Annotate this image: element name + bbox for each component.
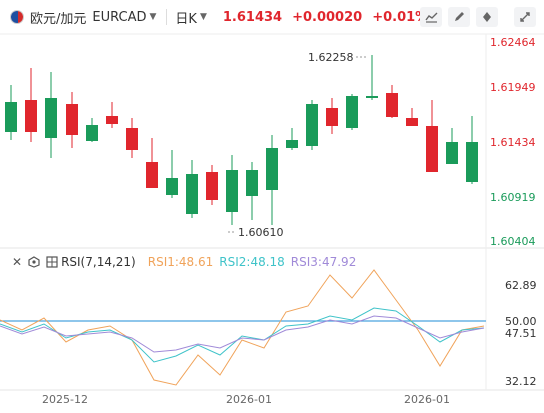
symbol-dropdown-icon[interactable]: ▼ bbox=[149, 12, 157, 22]
rsi-axis-label: 47.51 bbox=[505, 327, 537, 340]
price-label: 1.60404 bbox=[490, 235, 536, 248]
chart-type-icon bbox=[424, 12, 437, 23]
candle-body bbox=[5, 102, 17, 132]
rsi2-line bbox=[0, 307, 485, 363]
low-annotation: 1.60610 bbox=[228, 226, 284, 239]
visibility-icon[interactable] bbox=[28, 256, 40, 268]
rsi-axis-label: 62.89 bbox=[505, 279, 537, 292]
candle-body bbox=[226, 170, 238, 212]
low-price-label: 1.60610 bbox=[238, 226, 284, 239]
fill-icon bbox=[483, 12, 491, 22]
rsi-legend: ✕ RSI(7,14,21) RSI1:48.61 RSI2:48.18 RSI… bbox=[12, 255, 356, 269]
rsi3-value: RSI3:47.92 bbox=[290, 255, 357, 269]
draw-button[interactable] bbox=[448, 7, 470, 27]
last-price: 1.61434 bbox=[222, 9, 283, 25]
candle-body bbox=[306, 104, 318, 146]
candle-body bbox=[466, 142, 478, 182]
price-change-percent: +0.01% bbox=[372, 9, 429, 25]
price-label: 1.60919 bbox=[490, 191, 536, 204]
rsi-axis-label: 50.00 bbox=[505, 315, 537, 328]
rsi1-line bbox=[0, 269, 485, 386]
candle-body bbox=[406, 118, 418, 126]
timeframe-dropdown-icon[interactable]: ▼ bbox=[199, 12, 207, 22]
price-label: 1.62464 bbox=[490, 36, 536, 49]
candle-body bbox=[106, 116, 118, 124]
candle-body bbox=[326, 108, 338, 126]
draw-icon bbox=[455, 12, 464, 21]
candle-body bbox=[186, 174, 198, 214]
x-axis-label: 2025-12 bbox=[42, 393, 88, 406]
high-annotation: 1.62258 bbox=[308, 51, 368, 64]
x-axis: 2025-12 2026-01 2026-01 bbox=[42, 393, 450, 406]
candle-body bbox=[146, 162, 158, 188]
candle-body bbox=[166, 178, 178, 195]
candle-body bbox=[126, 128, 138, 150]
collapse-icon[interactable]: ✕ bbox=[12, 255, 23, 269]
candle-body bbox=[206, 172, 218, 200]
x-axis-label: 2026-01 bbox=[404, 393, 450, 406]
candle-body bbox=[66, 104, 78, 135]
rsi-pane: 62.89 50.00 47.51 32.12 bbox=[0, 269, 537, 388]
fullscreen-icon bbox=[520, 12, 530, 22]
eur-flag-icon bbox=[10, 10, 24, 24]
candle-body bbox=[286, 140, 298, 148]
price-label: 1.61434 bbox=[490, 136, 536, 149]
price-label: 1.61949 bbox=[490, 81, 536, 94]
symbol-name[interactable]: 欧元/加元 bbox=[30, 11, 87, 27]
candle-body bbox=[246, 170, 258, 196]
price-axis: 1.62464 1.61949 1.61434 1.60919 1.60404 bbox=[490, 36, 536, 248]
x-axis-label: 2026-01 bbox=[226, 393, 272, 406]
settings-grid-icon[interactable] bbox=[46, 256, 58, 268]
chart-toolbar bbox=[420, 7, 536, 27]
rsi1-value: RSI1:48.61 bbox=[147, 255, 214, 269]
candle-body bbox=[366, 96, 378, 98]
price-change: +0.00020 bbox=[292, 9, 363, 25]
candle-body bbox=[45, 98, 57, 138]
candle-body bbox=[346, 96, 358, 128]
timeframe-selector[interactable]: 日K bbox=[175, 11, 197, 27]
rsi-axis-label: 32.12 bbox=[505, 375, 537, 388]
fill-button[interactable] bbox=[476, 7, 498, 27]
candle-body bbox=[446, 142, 458, 164]
header-bar: 欧元/加元 EURCAD ▼ 日K ▼ 1.61434 +0.00020 +0.… bbox=[0, 0, 544, 34]
candle-body bbox=[426, 126, 438, 172]
candles bbox=[5, 55, 478, 225]
fullscreen-button[interactable] bbox=[514, 7, 536, 27]
rsi-name: RSI(7,14,21) bbox=[61, 255, 136, 269]
candle-body bbox=[386, 93, 398, 117]
rsi3-line bbox=[0, 315, 485, 353]
rsi2-value: RSI2:48.18 bbox=[219, 255, 285, 269]
symbol-code[interactable]: EURCAD bbox=[92, 9, 147, 25]
candle-body bbox=[86, 125, 98, 141]
high-price-label: 1.62258 bbox=[308, 51, 354, 64]
divider bbox=[166, 9, 168, 25]
candle-body bbox=[266, 148, 278, 190]
candle-body bbox=[25, 100, 37, 132]
chart-type-button[interactable] bbox=[420, 7, 442, 27]
